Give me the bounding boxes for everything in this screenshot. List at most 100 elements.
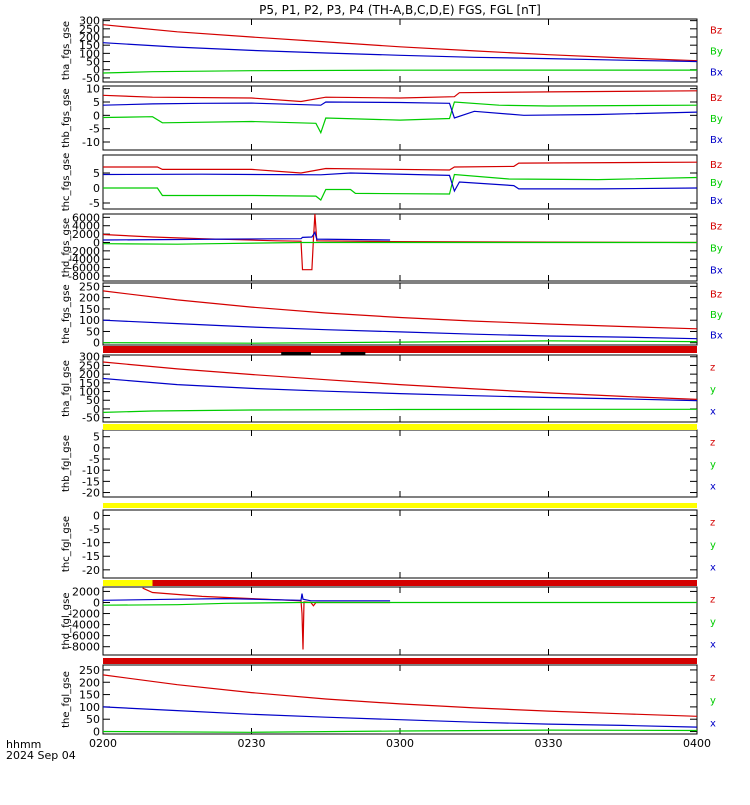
legend-entry-Bz: Bz <box>710 290 722 301</box>
y-tick-label: 0 <box>93 726 100 739</box>
y-tick-label: -15 <box>82 475 100 488</box>
legend-entry-x: x <box>710 718 716 729</box>
legend-entry-By: By <box>710 244 723 255</box>
legend-entry-y: y <box>710 696 716 707</box>
y-axis-label: tha_fgl_gse <box>61 360 72 417</box>
y-tick-label: 0 <box>93 337 100 350</box>
x-tick-label-0300: 0300 <box>386 737 414 750</box>
y-tick-label: 250 <box>79 664 100 677</box>
status-segment <box>103 580 153 586</box>
legend-entry-z: z <box>710 437 715 448</box>
series-line-Bz <box>103 214 697 271</box>
series-line-z <box>103 674 697 717</box>
y-tick-label: 50 <box>86 56 100 69</box>
y-tick-label: 50 <box>86 394 100 407</box>
legend-entry-Bz: Bz <box>710 160 722 171</box>
series-line-y <box>103 729 697 733</box>
legend-entry-Bz: Bz <box>710 221 722 232</box>
y-axis-label: thb_fgl_gse <box>61 435 72 492</box>
series-line-By <box>103 173 697 201</box>
legend-entry-Bx: Bx <box>710 330 723 341</box>
y-tick-label: 150 <box>79 39 100 52</box>
panel-frame <box>102 429 698 498</box>
y-tick-label: 100 <box>79 386 100 399</box>
x-tick-label-0230: 0230 <box>238 737 266 750</box>
y-tick-label: 5 <box>93 96 100 109</box>
series-line-y <box>103 601 697 606</box>
legend-entry-Bx: Bx <box>710 67 723 78</box>
series-line-Bx <box>103 172 697 193</box>
legend-entry-x: x <box>710 482 716 493</box>
panel-frame <box>102 664 698 735</box>
y-tick-label: -8000 <box>68 641 100 654</box>
y-tick-label: 150 <box>79 689 100 702</box>
y-tick-label: -10 <box>82 136 100 149</box>
legend-entry-Bx: Bx <box>710 266 723 277</box>
y-tick-label: 100 <box>79 47 100 60</box>
y-axis-label: thd_fgs_gse <box>61 218 72 277</box>
panel-thc_fgl_gse: 0-5-10-15-20 thc_fgl_gse zyx <box>61 509 716 579</box>
legend-entry-By: By <box>710 114 723 125</box>
thb_fgl_status <box>103 503 697 508</box>
y-tick-label: 5 <box>93 431 100 444</box>
panel-thd_fgs_gse: 6000400020000-2000-4000-6000-8000thd_fgs… <box>61 211 723 283</box>
the_fgs_status <box>103 346 697 355</box>
panel-frame <box>102 18 698 83</box>
legend-entry-x: x <box>710 562 716 573</box>
legend-entry-z: z <box>710 362 715 373</box>
legend-entry-By: By <box>710 310 723 321</box>
y-tick-label: -20 <box>82 487 100 500</box>
panel-frame <box>102 282 698 346</box>
y-axis-label: thc_fgs_gse <box>61 153 72 212</box>
legend-entry-Bz: Bz <box>710 93 722 104</box>
y-tick-label: 250 <box>79 23 100 36</box>
y-tick-label: 300 <box>79 15 100 28</box>
panel-frame <box>102 354 698 423</box>
legend-entry-y: y <box>710 385 716 396</box>
y-tick-label: 10 <box>86 83 100 96</box>
series-line-By <box>103 340 697 344</box>
tha_fgl_status <box>103 424 697 430</box>
status-segment <box>281 352 311 355</box>
series-line-Bx <box>103 101 697 119</box>
y-tick-label: 150 <box>79 377 100 390</box>
y-tick-label: -20 <box>82 564 100 577</box>
y-tick-label: 100 <box>79 701 100 714</box>
y-tick-label: 0 <box>93 109 100 122</box>
thc_fgl_status <box>103 580 697 586</box>
time-axis-label-date: 2024 Sep 04 <box>6 749 76 762</box>
y-axis-label: thc_fgl_gse <box>61 516 72 572</box>
y-tick-label: 0 <box>93 509 100 522</box>
y-tick-label: 300 <box>79 351 100 364</box>
y-tick-label: -5 <box>89 453 100 466</box>
y-tick-label: 200 <box>79 676 100 689</box>
series-line-Bz <box>103 290 697 330</box>
y-tick-label: 250 <box>79 359 100 372</box>
series-line-x <box>103 377 697 402</box>
y-tick-label: -50 <box>82 72 100 85</box>
y-tick-label: 250 <box>79 280 100 293</box>
status-segment <box>340 352 366 355</box>
status-segment <box>103 424 697 430</box>
chart-title: P5, P1, P2, P3, P4 (TH-A,B,C,D,E) FGS, F… <box>259 3 541 17</box>
y-tick-label: 50 <box>86 325 100 338</box>
x-tick-label-0330: 0330 <box>535 737 563 750</box>
y-tick-label: -8000 <box>68 270 100 283</box>
thd_fgl_status <box>103 658 697 664</box>
legend-entry-z: z <box>710 518 715 529</box>
y-tick-label: -6000 <box>68 262 100 275</box>
y-tick-label: -5 <box>89 123 100 136</box>
y-tick-label: 200 <box>79 292 100 305</box>
y-tick-label: 150 <box>79 303 100 316</box>
y-tick-label: -10 <box>82 537 100 550</box>
legend-entry-z: z <box>710 595 715 606</box>
y-tick-label: 0 <box>93 596 100 609</box>
time-axis: 0200 0230 0300 0330 0400 <box>89 737 711 750</box>
